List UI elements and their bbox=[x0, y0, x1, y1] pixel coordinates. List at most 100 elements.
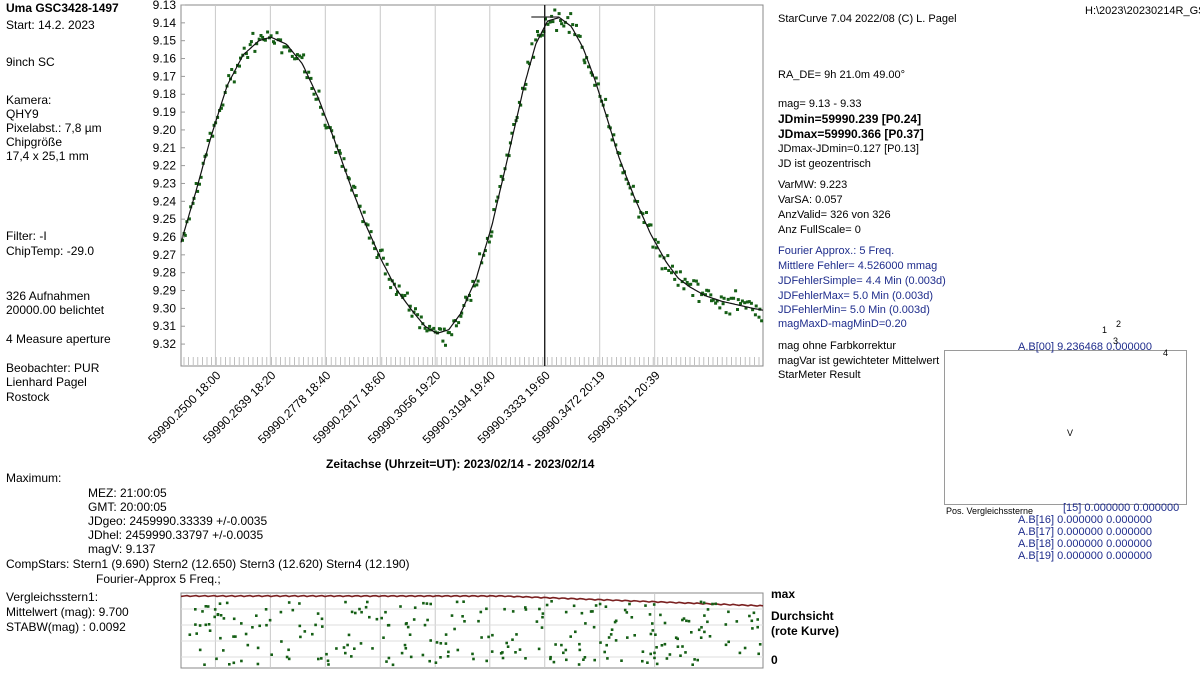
data-point bbox=[199, 175, 203, 179]
data-point bbox=[590, 73, 594, 77]
comp-data-point bbox=[485, 659, 488, 663]
data-point bbox=[244, 52, 248, 56]
comp-data-point bbox=[421, 653, 425, 657]
comp-data-point bbox=[317, 657, 320, 661]
comp-data-point bbox=[641, 650, 645, 653]
data-point bbox=[651, 245, 655, 249]
maximum-cursor bbox=[531, 5, 560, 366]
data-point bbox=[512, 123, 516, 126]
maximum-label: Maximum: bbox=[6, 471, 62, 485]
comp-data-point bbox=[198, 624, 202, 627]
data-point bbox=[266, 30, 270, 34]
comp-data-point bbox=[699, 600, 703, 604]
data-point bbox=[279, 38, 283, 42]
data-point bbox=[744, 306, 748, 310]
comp-data-point bbox=[335, 647, 338, 650]
maximum-gmt: GMT: 20:00:05 bbox=[88, 500, 167, 514]
comp-data-point bbox=[654, 633, 657, 636]
comp-data-point bbox=[326, 659, 330, 663]
data-point bbox=[314, 97, 318, 101]
data-point bbox=[423, 326, 427, 330]
comp-data-point bbox=[270, 653, 273, 656]
anz-valid: AnzValid= 326 von 326 bbox=[778, 209, 891, 221]
data-point bbox=[709, 293, 713, 297]
data-point bbox=[636, 200, 640, 203]
data-point bbox=[587, 65, 590, 69]
y-tick-label: 9.24 bbox=[153, 194, 177, 208]
start-date: Start: 14.2. 2023 bbox=[6, 18, 95, 32]
comp-data-point bbox=[506, 645, 510, 648]
data-point bbox=[544, 17, 547, 21]
comp-data-point bbox=[487, 635, 490, 639]
data-point bbox=[447, 331, 451, 335]
comp-data-point bbox=[549, 657, 552, 661]
comp-data-point bbox=[727, 610, 730, 614]
data-point bbox=[482, 253, 486, 257]
data-point bbox=[416, 313, 420, 317]
data-point bbox=[692, 279, 696, 283]
comp-data-point bbox=[598, 602, 602, 606]
comp-data-point bbox=[354, 611, 357, 615]
y-tick-label: 9.25 bbox=[153, 212, 177, 226]
data-point bbox=[198, 182, 201, 186]
data-point bbox=[310, 87, 314, 90]
comp-data-point bbox=[659, 613, 662, 617]
data-point bbox=[472, 284, 476, 288]
comp-data-point bbox=[663, 642, 667, 646]
software-info: StarCurve 7.04 2022/08 (C) L. Pagel bbox=[778, 13, 957, 25]
comp-data-point bbox=[208, 629, 212, 632]
data-point bbox=[194, 182, 198, 185]
y-tick-label: 9.14 bbox=[153, 16, 177, 30]
data-point bbox=[589, 71, 593, 75]
comp-data-point bbox=[515, 633, 518, 636]
comp-data-point bbox=[648, 613, 652, 616]
comp-data-point bbox=[605, 643, 608, 647]
data-point bbox=[414, 307, 417, 311]
data-point bbox=[757, 315, 761, 319]
comp-data-point bbox=[444, 642, 448, 645]
comp-data-point bbox=[649, 632, 653, 636]
data-point bbox=[573, 33, 577, 37]
chart-grid bbox=[180, 4, 764, 367]
comp-data-point bbox=[347, 633, 351, 637]
comp-data-point bbox=[385, 660, 388, 663]
data-point bbox=[396, 290, 399, 294]
data-point bbox=[715, 299, 719, 303]
comp-data-point bbox=[490, 650, 494, 653]
data-point bbox=[689, 282, 693, 286]
y-tick-label: 9.17 bbox=[153, 69, 177, 83]
y-tick-label: 9.28 bbox=[153, 266, 177, 280]
data-point bbox=[475, 283, 479, 287]
data-point bbox=[626, 182, 630, 186]
data-point bbox=[397, 284, 401, 288]
data-point bbox=[330, 129, 334, 133]
comp-data-point bbox=[653, 656, 656, 660]
data-point bbox=[439, 327, 442, 331]
comp-data-point bbox=[541, 612, 545, 615]
comp-stdev: STABW(mag) : 0.0092 bbox=[6, 620, 126, 634]
comp-data-point bbox=[353, 647, 356, 650]
var-mw: VarMW: 9.223 bbox=[778, 179, 848, 191]
comp-data-point bbox=[403, 643, 407, 647]
comp-data-point bbox=[676, 637, 679, 641]
data-point bbox=[208, 131, 212, 135]
comp-data-point bbox=[303, 630, 307, 633]
comp-data-point bbox=[613, 620, 617, 624]
comp-data-point bbox=[450, 614, 454, 617]
comp-data-point bbox=[412, 618, 416, 621]
data-point bbox=[575, 23, 578, 27]
ra-de: RA_DE= 9h 21.0m 49.00° bbox=[778, 69, 906, 81]
data-point bbox=[295, 57, 298, 61]
comp-data-point bbox=[702, 601, 706, 605]
comp-data-point bbox=[480, 636, 483, 639]
comp-data-point bbox=[316, 612, 320, 615]
data-point bbox=[369, 230, 373, 234]
comp-data-point bbox=[264, 608, 268, 611]
comp-data-point bbox=[758, 643, 762, 646]
comp-data-point bbox=[564, 648, 568, 652]
comp-data-point bbox=[574, 630, 577, 634]
mag-range: mag= 9.13 - 9.33 bbox=[778, 98, 862, 110]
comparison-star-chart bbox=[180, 592, 764, 669]
comp-data-point bbox=[684, 651, 687, 654]
data-point bbox=[490, 230, 494, 234]
